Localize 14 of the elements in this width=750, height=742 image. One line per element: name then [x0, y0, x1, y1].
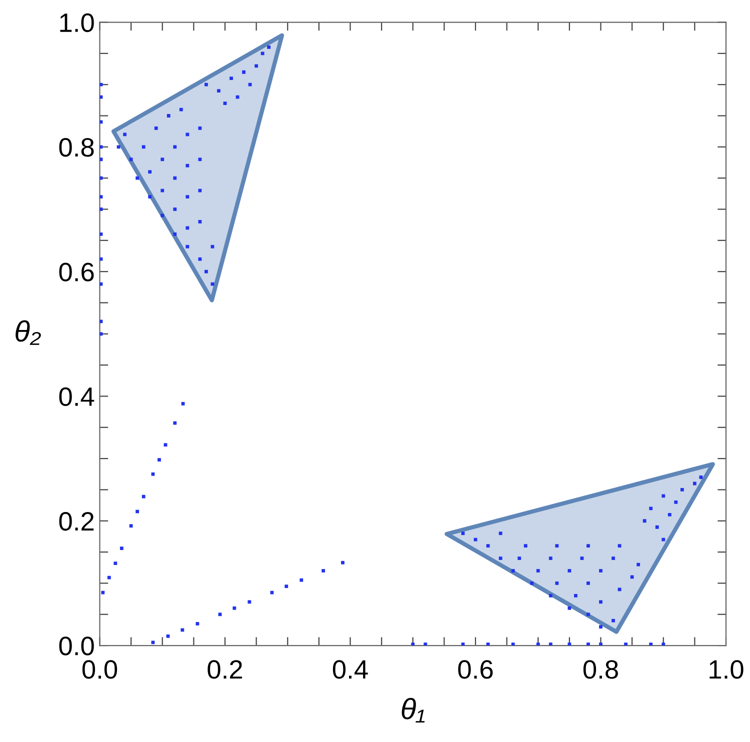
- x-tick-label: 0.0: [82, 660, 118, 679]
- y-axis-title: θ₂: [16, 320, 41, 345]
- x-tick-label: 0.2: [208, 660, 242, 679]
- y-tick-label: 0.2: [59, 512, 94, 531]
- y-tick-label: 0.6: [59, 262, 94, 282]
- y-tick-label: 0.0: [59, 636, 94, 656]
- y-tick-label: 1.0: [60, 13, 94, 32]
- y-tick-label: 0.8: [59, 138, 94, 157]
- x-tick-label: 0.8: [583, 660, 618, 679]
- y-tick-label: 0.4: [59, 387, 94, 406]
- x-axis-title: θ₁: [402, 698, 425, 723]
- x-tick-label: 0.4: [332, 660, 368, 679]
- x-tick-label: 1.0: [710, 660, 744, 679]
- x-tick-label: 0.6: [458, 660, 493, 679]
